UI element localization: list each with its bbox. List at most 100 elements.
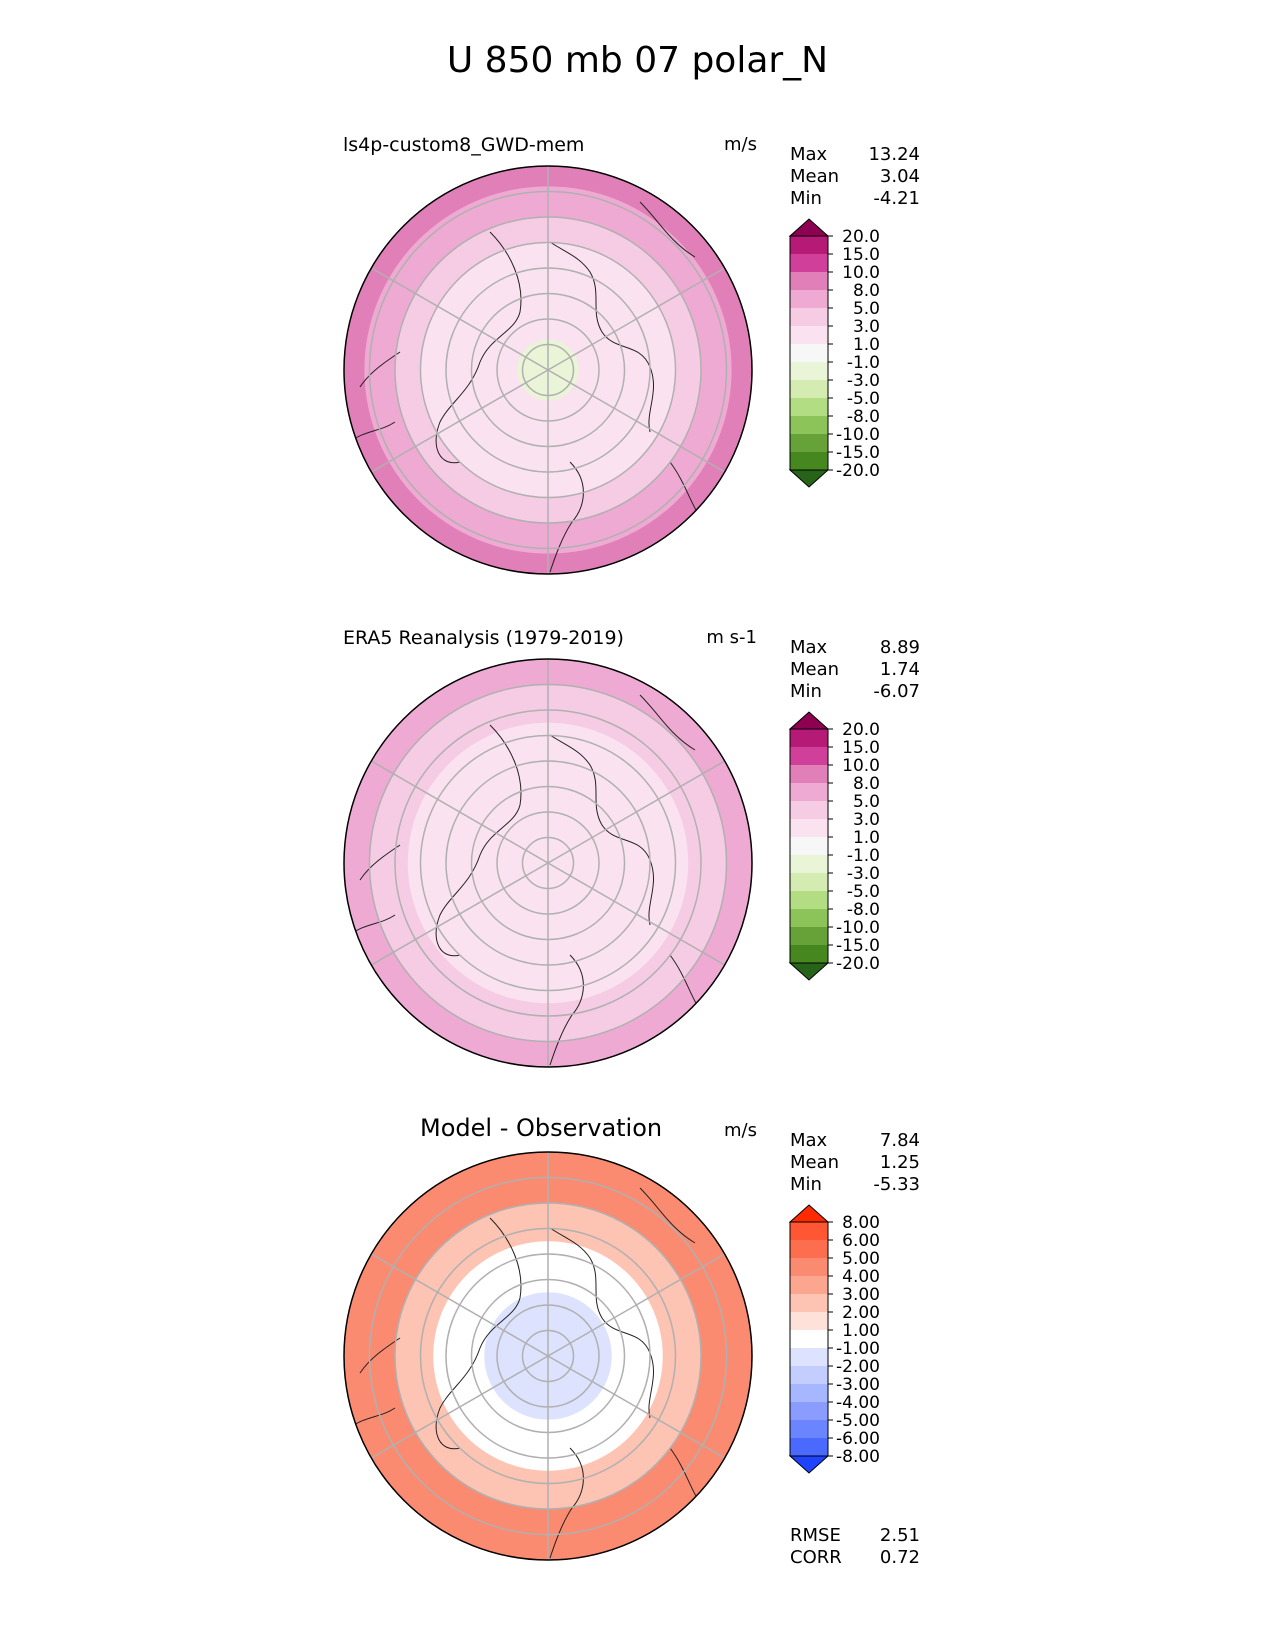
- panel-3-extra-stats: RMSE 2.51 CORR 0.72: [790, 1525, 920, 1573]
- colorbar-segment: [790, 380, 828, 398]
- panel-1-stats: Max 13.24 Mean 3.04 Min -4.21: [790, 144, 920, 214]
- colorbar-tick-label: 20.0: [842, 720, 880, 740]
- colorbar-tick-label: -10.0: [836, 918, 880, 938]
- colorbar-segment: [790, 1438, 828, 1456]
- stat-label: Mean: [790, 166, 840, 187]
- map-content: [344, 1152, 752, 1560]
- meridian-line: [547, 267, 726, 371]
- colorbar-segment: [790, 1420, 828, 1438]
- colorbar-tick-label: -5.0: [847, 389, 880, 409]
- colorbar-tick-label: 6.00: [842, 1231, 880, 1251]
- colorbar-extend-min: [788, 1455, 830, 1474]
- colorbar-segment: [790, 855, 828, 873]
- colorbar-tick-label: -20.0: [836, 461, 880, 481]
- colorbar-segment: [790, 801, 828, 819]
- colorbar-extend-max: [788, 1204, 830, 1223]
- stat-label: Mean: [790, 1152, 840, 1173]
- meridian-line: [370, 760, 549, 864]
- coastline: [549, 241, 654, 433]
- map-content: [344, 659, 752, 1067]
- stat-label: Max: [790, 144, 828, 165]
- colorbar-tick-label: -20.0: [836, 954, 880, 974]
- figure-title: U 850 mb 07 polar_N: [446, 40, 829, 81]
- colorbar-segment: [790, 819, 828, 837]
- stat-label: Min: [790, 1174, 822, 1195]
- meridian-line: [547, 862, 726, 966]
- colorbar-tick-label: 3.00: [842, 1285, 880, 1305]
- map-content: [344, 166, 752, 574]
- stat-value: 3.04: [879, 166, 920, 187]
- colorbar-segment: [790, 1258, 828, 1276]
- colorbar-segment: [790, 891, 828, 909]
- colorbar-diff: 8.006.005.004.003.002.001.00-1.00-2.00-3…: [788, 1204, 880, 1474]
- colorbar-tick-label: -3.0: [847, 864, 880, 884]
- stat-label: Max: [790, 637, 828, 658]
- colorbar-tick-label: 1.0: [853, 828, 880, 848]
- colorbar-segment: [790, 254, 828, 272]
- colorbar-segment: [790, 308, 828, 326]
- stat-label: RMSE: [790, 1525, 841, 1546]
- panel-1-title: ls4p-custom8_GWD-mem: [343, 134, 585, 156]
- colorbar-segment: [790, 434, 828, 452]
- coastline: [549, 734, 654, 926]
- colorbar-segment: [790, 747, 828, 765]
- panel-3-stats: Max 7.84 Mean 1.25 Min -5.33: [790, 1130, 920, 1200]
- colorbar-frame: [789, 728, 829, 964]
- colorbar-tick-label: 8.00: [842, 1213, 880, 1233]
- colorbar-segment: [790, 416, 828, 434]
- colorbar-segment: [790, 1222, 828, 1240]
- colorbar-tick-label: 4.00: [842, 1267, 880, 1287]
- colorbar-segment: [790, 236, 828, 254]
- stat-label: Max: [790, 1130, 828, 1151]
- panel-3-units: m/s: [724, 1120, 757, 1141]
- colorbar-tick-label: 5.00: [842, 1249, 880, 1269]
- colorbar-model: 20.015.010.08.05.03.01.0-1.0-3.0-5.0-8.0…: [788, 218, 880, 488]
- meridian-line: [370, 1253, 549, 1357]
- panel-3-title: Model - Observation: [420, 1114, 663, 1142]
- stat-value: 1.25: [879, 1152, 920, 1173]
- colorbar-tick-label: -5.0: [847, 882, 880, 902]
- colorbar-tick-label: 3.0: [853, 810, 880, 830]
- stat-label: Min: [790, 681, 822, 702]
- colorbar-tick-label: -15.0: [836, 936, 880, 956]
- colorbar-tick-label: 5.0: [853, 299, 880, 319]
- colorbar-tick-label: -8.0: [847, 407, 880, 427]
- meridian-line: [547, 1355, 726, 1459]
- coastline: [549, 1447, 584, 1559]
- coastline: [435, 724, 522, 957]
- colorbar-extend-min: [788, 469, 830, 488]
- map-boundary: [343, 658, 753, 1068]
- stat-label: Mean: [790, 659, 840, 680]
- coastline: [549, 954, 584, 1066]
- colorbar-tick-label: 8.0: [853, 281, 880, 301]
- meridian-line: [547, 1253, 726, 1357]
- colorbar-extend-max: [788, 218, 830, 237]
- colorbar-tick-label: -8.0: [847, 900, 880, 920]
- colorbar-segment: [790, 783, 828, 801]
- polar-map-diff: [343, 1151, 753, 1561]
- colorbar-segment: [790, 326, 828, 344]
- coastline: [549, 461, 584, 573]
- stat-value: 8.89: [879, 637, 920, 658]
- colorbar-tick-label: 15.0: [842, 738, 880, 758]
- colorbar-obs: 20.015.010.08.05.03.01.0-1.0-3.0-5.0-8.0…: [788, 711, 880, 981]
- colorbar-frame: [789, 235, 829, 471]
- colorbar-tick-label: -1.00: [836, 1339, 880, 1359]
- coastline: [435, 231, 522, 464]
- stat-value: -4.21: [873, 188, 920, 209]
- colorbar-tick-label: -2.00: [836, 1357, 880, 1377]
- colorbar-segment: [790, 927, 828, 945]
- colorbar-segment: [790, 945, 828, 963]
- colorbar-segment: [790, 873, 828, 891]
- colorbar-tick-label: -3.0: [847, 371, 880, 391]
- colorbar-tick-label: -5.00: [836, 1411, 880, 1431]
- meridian-line: [370, 369, 549, 473]
- colorbar-segment: [790, 290, 828, 308]
- colorbar-segment: [790, 452, 828, 470]
- map-boundary: [343, 1151, 753, 1561]
- colorbar-tick-label: -10.0: [836, 425, 880, 445]
- colorbar-frame: [789, 1221, 829, 1457]
- colorbar-extend-min: [788, 962, 830, 981]
- panel-1-units: m/s: [724, 134, 757, 155]
- colorbar-tick-label: 20.0: [842, 227, 880, 247]
